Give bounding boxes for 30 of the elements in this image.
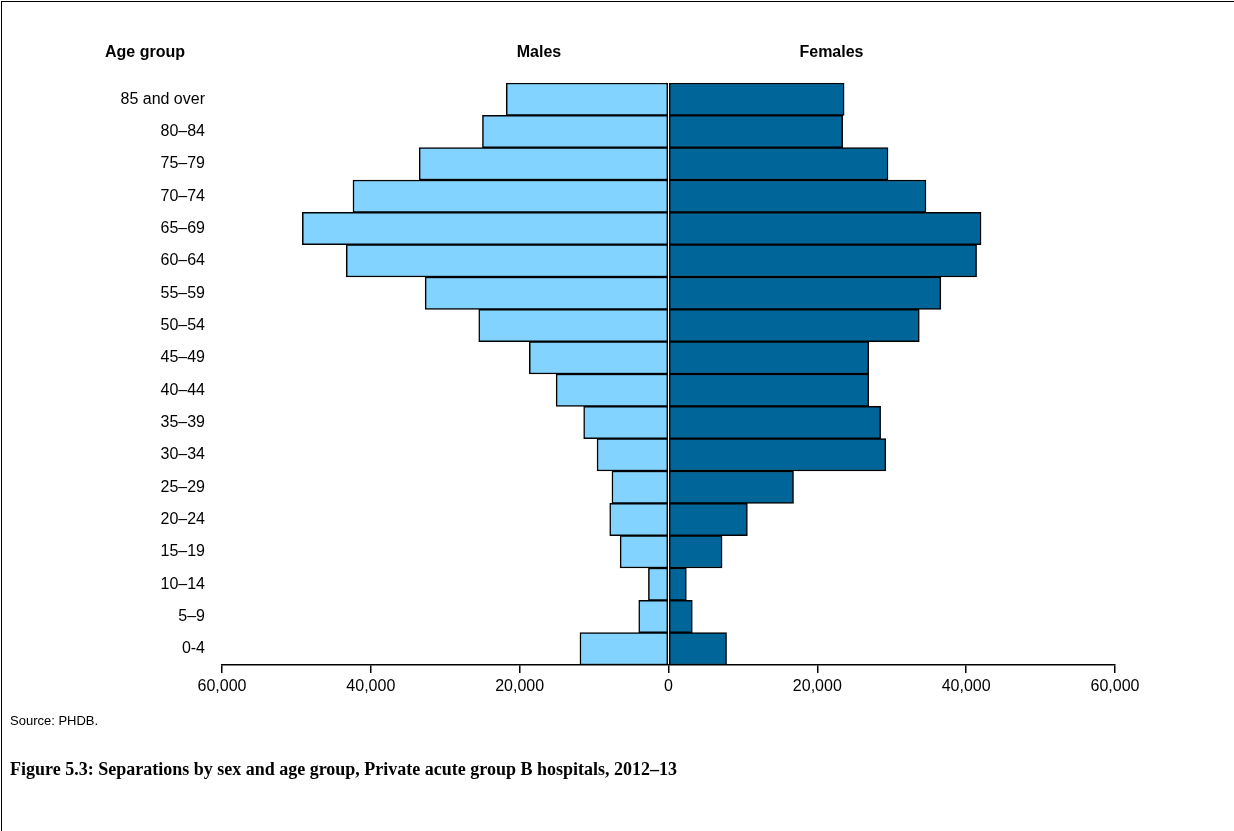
y-tick-label: 0-4 — [181, 639, 206, 657]
x-tick-label: 0 — [664, 677, 674, 695]
x-tick-label: 20,000 — [792, 677, 842, 695]
y-tick-label: 80–84 — [160, 121, 206, 139]
y-tick-label: 10–14 — [160, 574, 206, 592]
source-note: Source: PHDB. — [10, 712, 99, 728]
text: Figure 5.3: Separations by sex and age group, Private acute group B hospitals, 2012–13 — [10, 758, 678, 779]
y-tick-label: 35–39 — [160, 412, 206, 430]
series-label: Males — [516, 43, 562, 61]
y-tick-label: 70–74 — [160, 186, 206, 204]
y-tick-label: 45–49 — [160, 348, 206, 366]
y-tick-label: 65–69 — [160, 218, 206, 236]
y-tick-label: 20–24 — [160, 509, 206, 527]
y-tick-label: 40–44 — [160, 380, 206, 398]
x-tick-label: 40,000 — [346, 677, 396, 695]
y-tick-label: 85 and over — [120, 89, 206, 107]
y-tick-label: 5–9 — [178, 606, 206, 624]
x-tick-label: 60,000 — [197, 677, 247, 695]
y-tick-label: 55–59 — [160, 283, 206, 301]
y-tick-label: 30–34 — [160, 445, 206, 463]
y-axis-title: Age group — [105, 43, 186, 61]
x-tick-label: 60,000 — [1090, 677, 1140, 695]
y-tick-label: 15–19 — [160, 542, 206, 560]
y-tick-label: 75–79 — [160, 154, 206, 172]
x-tick-label: 40,000 — [941, 677, 991, 695]
y-tick-label: 25–29 — [160, 477, 206, 495]
x-tick-label: 20,000 — [495, 677, 545, 695]
y-tick-label: 60–64 — [160, 251, 206, 269]
series-label: Females — [799, 43, 864, 61]
y-tick-label: 50–54 — [160, 315, 206, 333]
